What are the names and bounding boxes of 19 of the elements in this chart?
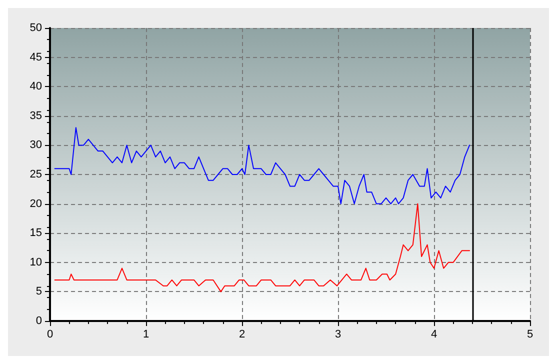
x-tick-label: 2 bbox=[238, 328, 246, 340]
y-tick-label: 40 bbox=[30, 80, 42, 93]
y-tick-label: 50 bbox=[30, 22, 42, 34]
y-tick-label: 30 bbox=[30, 139, 42, 152]
x-tick-label: 5 bbox=[526, 328, 534, 340]
y-tick-label: 25 bbox=[30, 168, 42, 180]
y-tick-label: 35 bbox=[30, 110, 42, 122]
y-tick-label: 5 bbox=[36, 286, 42, 298]
x-tick-label: 0 bbox=[46, 328, 54, 340]
y-tick-label: 10 bbox=[30, 256, 42, 268]
y-tick-label: 0 bbox=[36, 315, 42, 327]
y-tick-label: 20 bbox=[30, 198, 42, 210]
y-tick-label: 15 bbox=[30, 227, 42, 240]
line-series bbox=[54, 203, 470, 292]
line-series bbox=[54, 127, 470, 204]
x-tick-label: 4 bbox=[430, 328, 438, 340]
y-tick-label: 45 bbox=[30, 51, 42, 64]
x-tick-label: 3 bbox=[334, 328, 342, 340]
x-tick-label: 1 bbox=[142, 328, 150, 340]
